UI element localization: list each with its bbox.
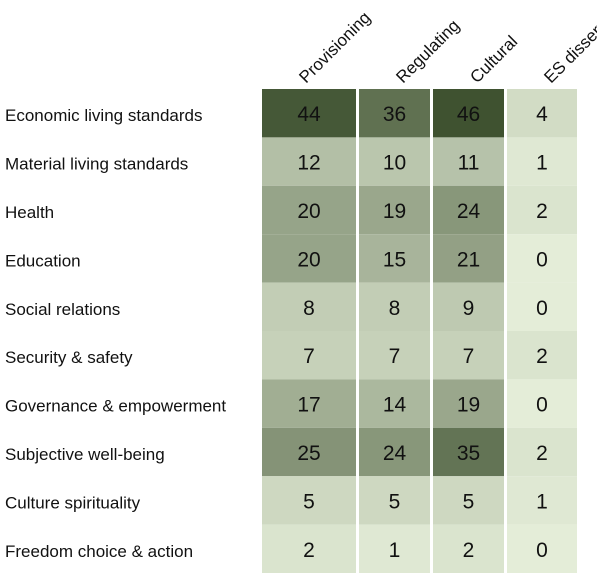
row-label-material-living-standards: Material living standards [5,155,188,174]
heatmap-cell [359,185,430,235]
heatmap-cell [262,234,356,283]
column-labels: Provisioning Regulating Cultural ES disserv… [295,1,597,87]
cell-value-label: 0 [536,297,548,320]
heatmap-cell [507,427,577,477]
column-label-regulating: Regulating [392,16,463,87]
heatmap-cell [433,476,504,525]
heatmap-cell [507,476,577,525]
heatmap-cell [507,379,577,428]
row-label-freedom-choice-and-action: Freedom choice & action [5,542,193,561]
heatmap-cell [507,331,577,380]
cell-value-label: 44 [297,103,321,126]
cell-value-label: 0 [536,394,548,417]
heatmap-cell [507,185,577,235]
cell-value-label: 1 [536,490,548,513]
heatmap-cell [359,379,430,428]
heatmap-cell [433,524,504,573]
cell-value-label: 46 [457,103,480,126]
cell-value-label: 24 [383,442,407,465]
heatmap-cell [433,282,504,331]
cell-value-label: 0 [536,248,548,271]
heatmap-cell [359,427,430,477]
cell-value-label: 7 [303,345,315,368]
column-label-provisioning: Provisioning [295,8,374,87]
heatmap-cells: 44 36 46 412 10 11 120 19 24 220 15 21 08 8 9 07 7 7 217 14… [262,89,577,573]
heatmap-cell [262,331,356,380]
row-label-security-and-safety: Security & safety [5,348,133,367]
heatmap-cell [359,524,430,573]
cell-value-label: 20 [297,200,320,223]
heatmap-cell [433,234,504,283]
heatmap-cell [359,234,430,283]
cell-value-label: 0 [536,539,548,562]
cell-value-label: 15 [383,248,406,271]
cell-value-label: 9 [463,297,475,320]
cell-value-label: 2 [536,200,548,223]
column-label-cultural: Cultural [466,32,521,87]
cell-value-label: 4 [536,103,548,126]
cell-value-label: 24 [457,200,481,223]
heatmap-cell [359,476,430,525]
heatmap-cell [262,524,356,573]
cell-value-label: 11 [458,152,480,175]
row-label-social-relations: Social relations [5,300,120,319]
cell-value-label: 2 [463,539,475,562]
column-label-es-disservice: ES disservice [540,1,597,87]
cell-value-label: 2 [303,539,315,562]
row-label-economic-living-standards: Economic living standards [5,106,202,125]
cell-value-label: 5 [389,490,401,513]
heatmap-cell [507,137,577,186]
heatmap-cell [262,185,356,235]
heatmap-cell [262,137,356,186]
heatmap-cell [262,89,356,138]
cell-value-label: 1 [389,539,401,562]
row-label-health: Health [5,203,54,222]
cell-value-label: 20 [297,248,320,271]
heatmap-cell [262,379,356,428]
cell-value-label: 8 [389,297,401,320]
heatmap-cell [507,89,577,138]
heatmap-cell [433,89,504,138]
heatmap-cell [507,234,577,283]
heatmap-cell [507,282,577,331]
row-label-subjective-well-being: Subjective well-being [5,445,165,464]
heatmap-cell [262,427,356,477]
row-label-culture-spirituality: Culture spirituality [5,493,141,512]
heatmap-cell [433,331,504,380]
cell-value-label: 2 [536,345,548,368]
heatmap-cell [433,427,504,477]
cell-value-label: 19 [383,200,406,223]
heatmap-cell [507,524,577,573]
cell-value-label: 19 [457,394,480,417]
cell-value-label: 12 [297,152,320,175]
cell-value-label: 36 [383,103,406,126]
cell-value-label: 35 [457,442,480,465]
heatmap-cell [433,185,504,235]
cell-value-label: 5 [463,490,475,513]
cell-value-label: 8 [303,297,315,320]
cell-value-label: 14 [383,394,407,417]
cell-value-label: 21 [457,248,480,271]
heatmap-cell [262,476,356,525]
cell-value-label: 25 [297,442,320,465]
row-label-governance-and-empowerment: Governance & empowerment [5,397,226,416]
heatmap-cell [433,379,504,428]
cell-value-label: 7 [463,345,475,368]
cell-value-label: 1 [536,152,548,175]
heatmap-cell [433,137,504,186]
row-labels: Economic living standards Material living… [5,106,226,561]
cell-value-label: 5 [303,490,315,513]
heatmap-cell [359,137,430,186]
cell-value-label: 7 [389,345,401,368]
heatmap-cell [359,282,430,331]
cell-value-label: 17 [297,394,320,417]
cell-value-label: 10 [383,152,406,175]
heatmap-cell [359,331,430,380]
cell-value-label: 2 [536,442,548,465]
row-label-education: Education [5,251,81,270]
heatmap-cell [262,282,356,331]
heatmap-cell [359,89,430,138]
